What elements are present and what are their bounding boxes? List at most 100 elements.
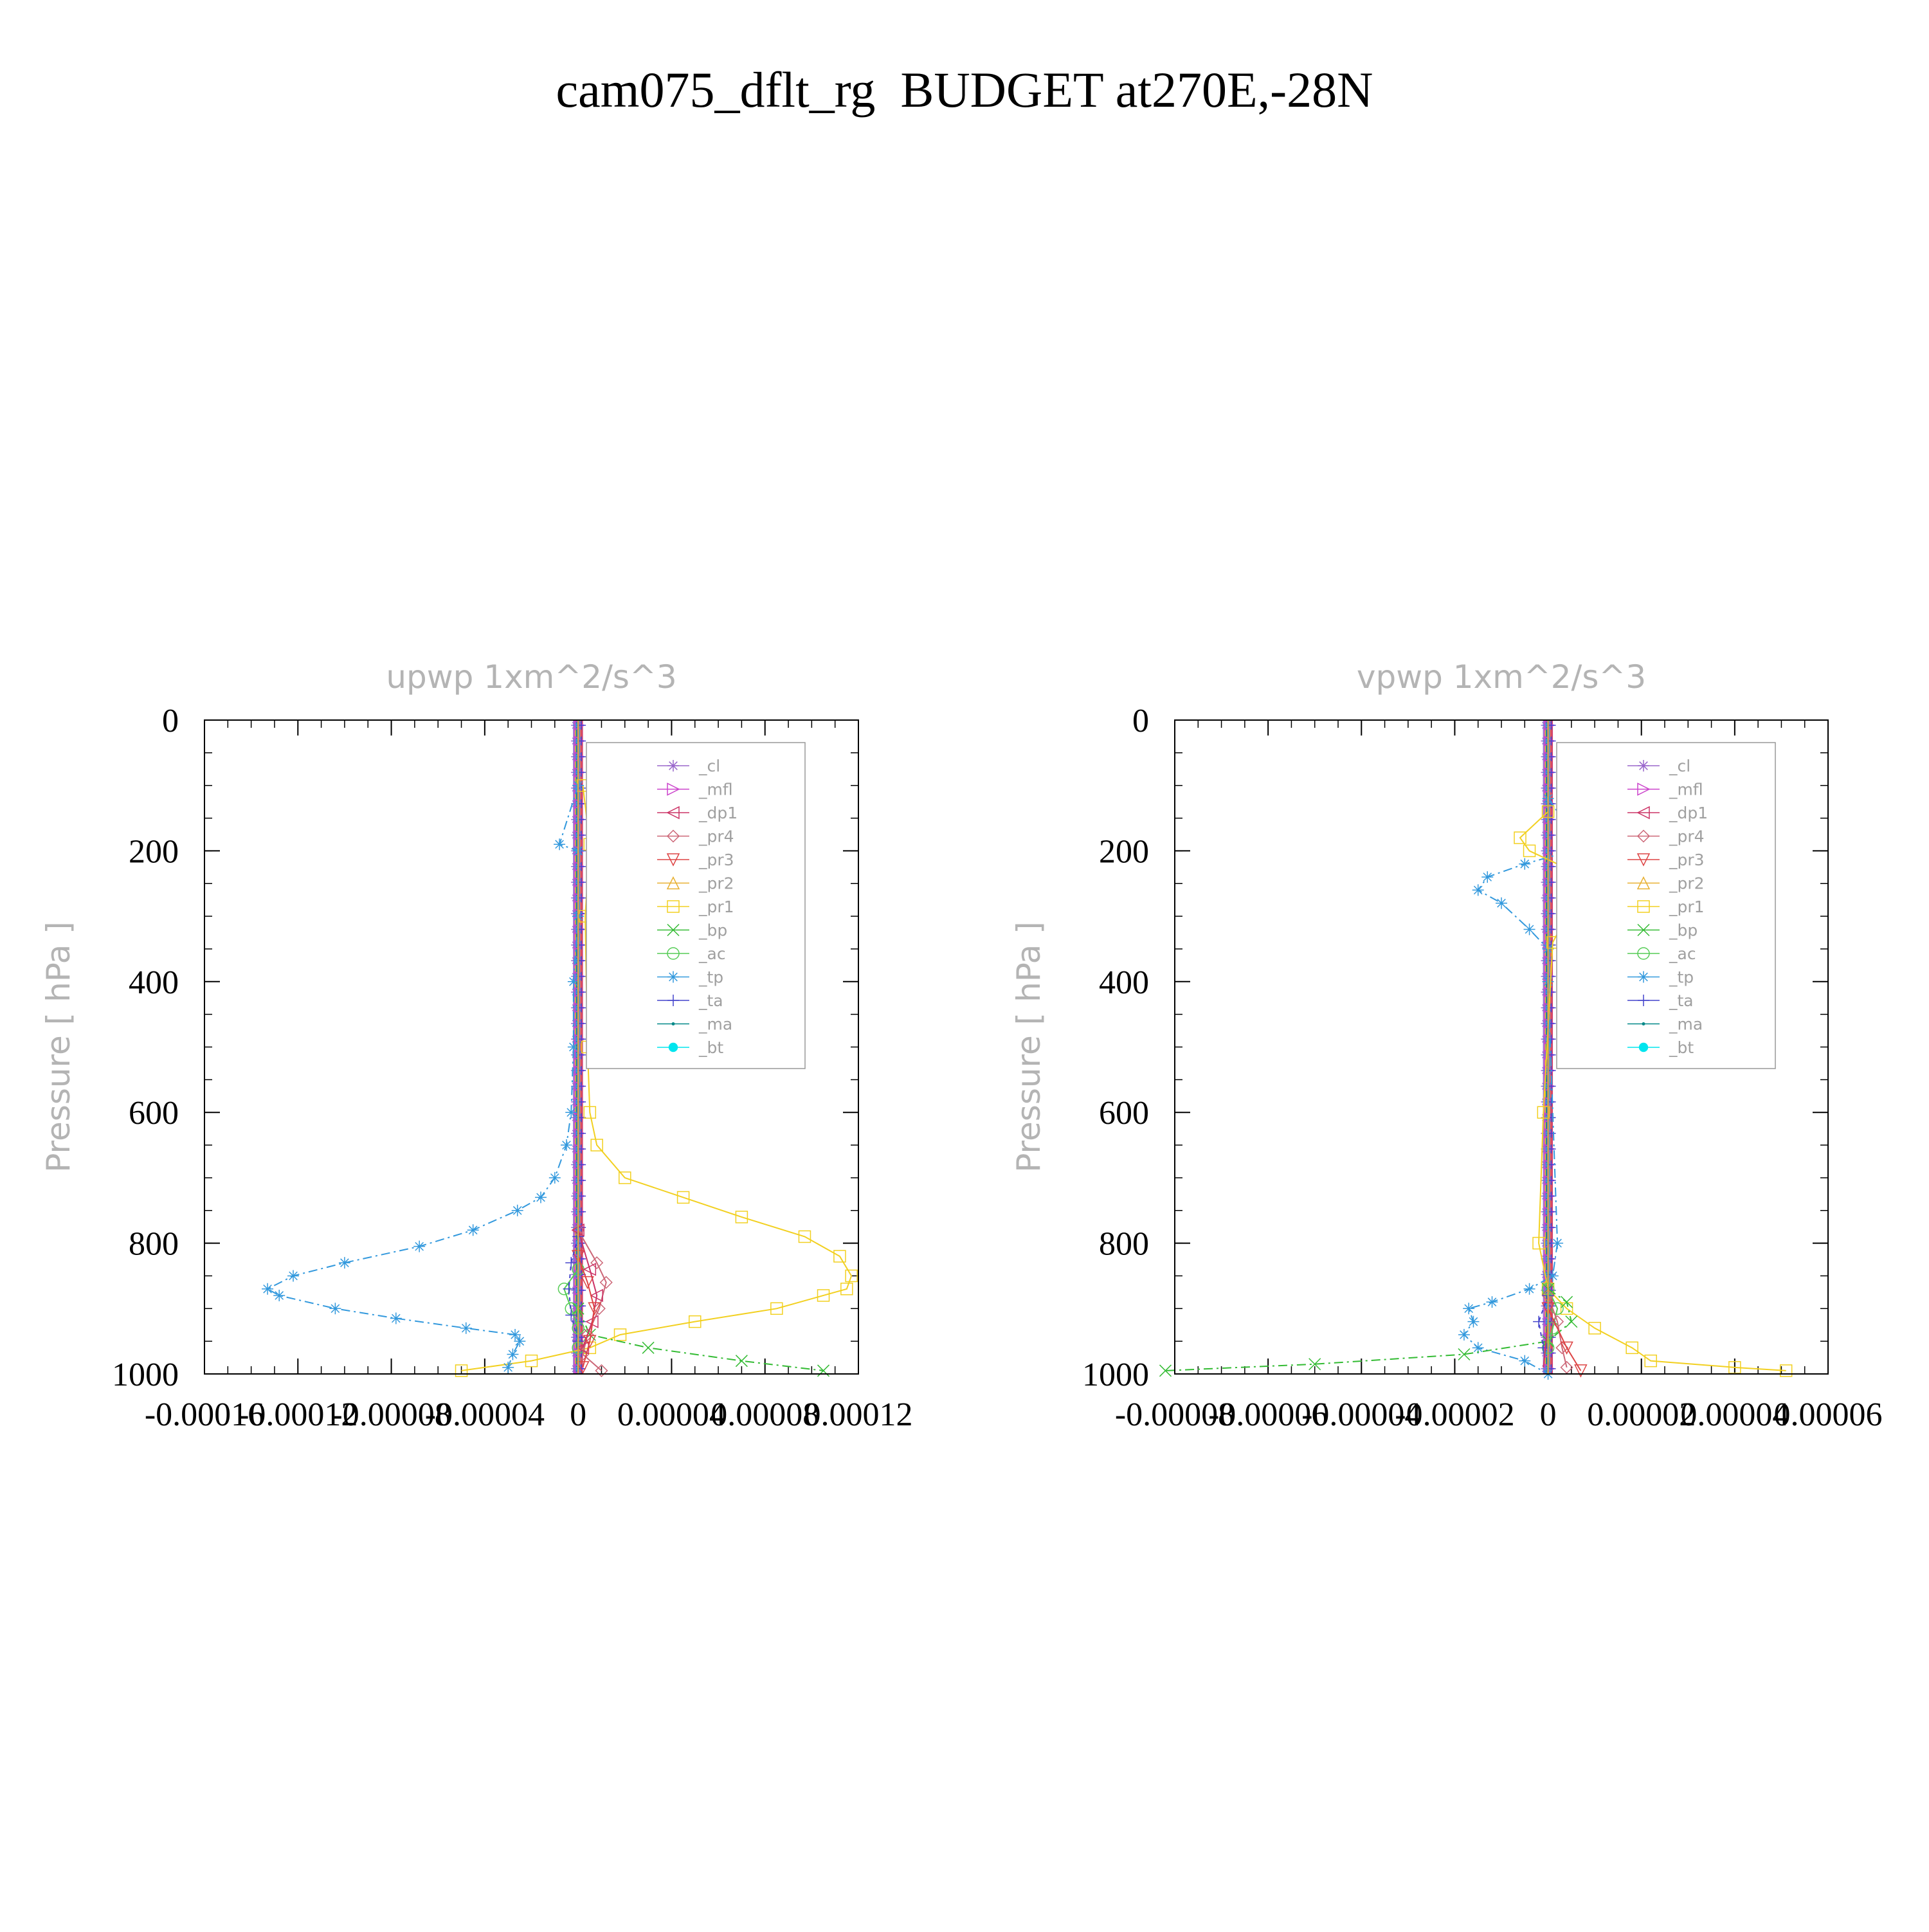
marker-star xyxy=(1519,858,1531,870)
x-tick-label: 0.00004 xyxy=(1680,1396,1789,1433)
marker-triangle-right xyxy=(574,1191,585,1202)
marker-x xyxy=(642,1341,655,1354)
marker-triangle-left xyxy=(1636,806,1650,820)
marker-diamond xyxy=(590,1256,604,1270)
legend-entry: _pr1 xyxy=(1669,898,1705,916)
marker-triangle-right xyxy=(574,1049,585,1060)
legend-entry: _ta xyxy=(698,991,723,1010)
y-tick-label: 200 xyxy=(1099,833,1149,870)
series-tp xyxy=(262,779,584,1373)
marker-star xyxy=(1519,1355,1531,1367)
y-tick-label: 800 xyxy=(1099,1226,1149,1263)
x-tick-label: 0.00004 xyxy=(617,1396,726,1433)
panel-2: vpwp 1xm^2/s^3 Pressure [ hPa ] 0 200 400 600… xyxy=(1010,658,1883,1433)
y-tick-label: 0 xyxy=(1132,703,1149,739)
marker-square xyxy=(1588,1322,1601,1335)
marker-square xyxy=(817,1289,830,1302)
marker-star xyxy=(1486,1296,1498,1308)
x-tick-label: 0.00012 xyxy=(804,1396,913,1433)
marker-triangle-right xyxy=(574,1143,585,1155)
marker-star xyxy=(262,1283,274,1295)
series-bp xyxy=(1159,1283,1578,1377)
marker-triangle-right xyxy=(1544,1191,1555,1202)
marker-star xyxy=(1523,923,1535,935)
marker-star xyxy=(535,1191,547,1204)
marker-triangle-right xyxy=(1544,736,1555,746)
marker-triangle-up xyxy=(1636,876,1651,890)
marker-plus xyxy=(565,1257,577,1269)
marker-star xyxy=(1463,1303,1475,1315)
marker-star xyxy=(548,1171,561,1184)
plot-frame xyxy=(1174,719,1829,1375)
marker-star xyxy=(1481,871,1494,883)
legend-entry: _pr3 xyxy=(698,851,734,869)
x-tick-label: 0.00002 xyxy=(1587,1396,1696,1433)
series-pr3 xyxy=(1541,1302,1588,1378)
marker-triangle-left xyxy=(666,806,680,820)
marker-triangle-right xyxy=(574,861,585,872)
marker-diamond xyxy=(595,1364,608,1377)
marker-triangle-right xyxy=(1544,1175,1555,1186)
marker-star xyxy=(1546,1270,1559,1282)
marker-triangle-down xyxy=(576,1361,590,1375)
marker-triangle-right xyxy=(574,986,585,998)
legend-entry: _ma xyxy=(1669,1015,1703,1034)
series-line xyxy=(266,785,579,1368)
marker-star xyxy=(1467,1315,1480,1328)
marker-triangle-right xyxy=(574,767,585,778)
marker-triangle-down xyxy=(588,1302,601,1315)
series-line xyxy=(568,1236,579,1342)
marker-triangle-right xyxy=(1544,877,1555,888)
x-tick-label: -0.00004 xyxy=(1301,1396,1421,1433)
marker-triangle-right xyxy=(574,1081,585,1092)
x-tick-label: 0.00008 xyxy=(711,1396,819,1433)
marker-square xyxy=(1537,1106,1550,1119)
legend-entry: _ta xyxy=(1669,991,1694,1010)
marker-triangle-right xyxy=(1544,1128,1555,1139)
marker-triangle-right xyxy=(574,971,585,982)
marker-x xyxy=(667,923,680,937)
marker-triangle-right xyxy=(1544,1034,1555,1045)
marker-star xyxy=(413,1240,426,1252)
x-tick-label: -0.00008 xyxy=(1115,1396,1235,1433)
marker-triangle-right xyxy=(574,814,585,825)
marker-star xyxy=(460,1322,472,1334)
marker-triangle-right xyxy=(574,1316,585,1327)
marker-triangle-right xyxy=(1544,1159,1555,1170)
marker-star xyxy=(554,838,566,851)
marker-star xyxy=(507,1348,519,1360)
marker-plus xyxy=(565,1309,577,1321)
marker-x xyxy=(1637,923,1650,937)
marker-star xyxy=(560,1139,572,1151)
marker-star xyxy=(1638,760,1649,772)
marker-triangle-right xyxy=(1544,767,1555,778)
marker-star xyxy=(329,1303,341,1315)
series-dp1 xyxy=(1543,1321,1549,1368)
marker-triangle-right xyxy=(574,1096,585,1108)
series-line xyxy=(577,1229,598,1348)
x-tick-label: -0.00016 xyxy=(145,1396,264,1433)
marker-star xyxy=(565,1106,577,1119)
marker-triangle-right xyxy=(574,1002,585,1013)
marker-square xyxy=(667,900,680,913)
y-tick-label: 400 xyxy=(129,964,179,1001)
marker-square xyxy=(455,1364,468,1377)
figure-title: cam075_dflt_rg BUDGET at270E,-28N xyxy=(556,62,1373,118)
marker-square xyxy=(689,1315,702,1328)
series-line xyxy=(1547,1295,1568,1368)
marker-triangle-right xyxy=(574,719,585,731)
marker-diamond xyxy=(599,1276,613,1289)
marker-star xyxy=(1472,884,1484,896)
marker-square xyxy=(845,1269,858,1283)
marker-triangle-down xyxy=(581,1276,594,1290)
marker-triangle-right xyxy=(1544,751,1555,763)
marker-star xyxy=(1472,1342,1484,1354)
marker-square xyxy=(833,1250,846,1263)
legend-entry: _bp xyxy=(1669,921,1698,940)
marker-x xyxy=(735,1355,748,1368)
marker-x xyxy=(1458,1348,1471,1361)
panel-title: upwp 1xm^2/s^3 xyxy=(386,658,676,696)
marker-triangle-down xyxy=(1636,853,1651,867)
marker-bt xyxy=(668,1042,678,1052)
